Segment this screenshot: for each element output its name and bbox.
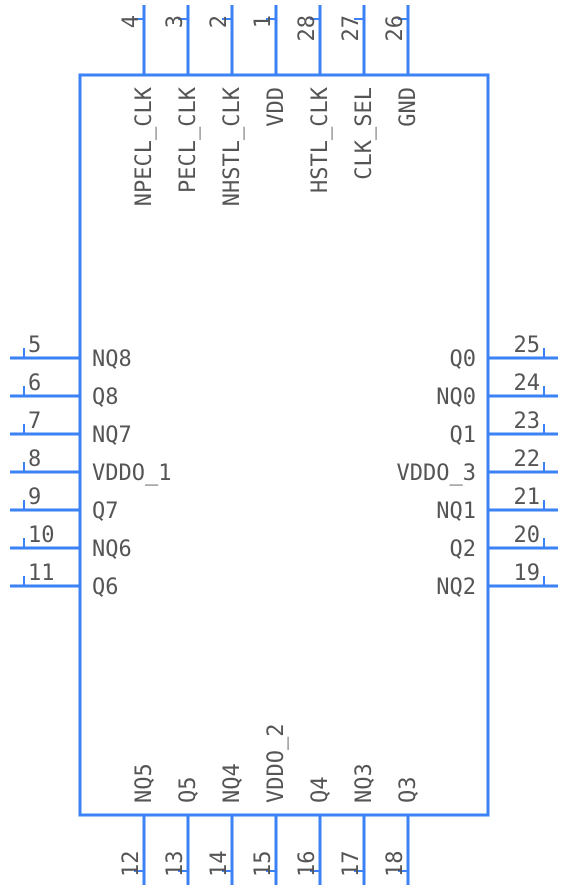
pin-number: 26 bbox=[383, 15, 408, 42]
pin-label: CLK_SEL bbox=[352, 87, 377, 180]
pin-label: Q8 bbox=[92, 385, 119, 410]
pin-label: VDDO_2 bbox=[264, 724, 289, 803]
pin-number: 25 bbox=[514, 333, 541, 358]
pin-label: Q3 bbox=[396, 777, 421, 804]
pin-number: 20 bbox=[514, 523, 541, 548]
pin-number: 3 bbox=[163, 15, 188, 28]
pin-label: Q5 bbox=[176, 777, 201, 804]
pin-label: NPECL_CLK bbox=[132, 86, 157, 206]
pin-label: NQ6 bbox=[92, 537, 132, 562]
pin-number: 4 bbox=[119, 15, 144, 28]
pin-number: 22 bbox=[514, 447, 541, 472]
pin-number: 23 bbox=[514, 409, 541, 434]
pin-number: 8 bbox=[28, 447, 41, 472]
pin-label: NQ1 bbox=[436, 499, 476, 524]
pin-label: PECL_CLK bbox=[176, 86, 201, 193]
pin-number: 9 bbox=[28, 485, 41, 510]
pin-label: Q1 bbox=[450, 423, 477, 448]
pin-number: 2 bbox=[207, 15, 232, 28]
pin-label: NQ4 bbox=[220, 763, 245, 803]
pin-label: Q0 bbox=[450, 347, 477, 372]
pin-number: 16 bbox=[295, 851, 320, 878]
pin-label: HSTL_CLK bbox=[308, 86, 333, 193]
pin-number: 19 bbox=[514, 561, 541, 586]
pin-number: 11 bbox=[28, 561, 55, 586]
pin-number: 6 bbox=[28, 371, 41, 396]
pin-label: Q6 bbox=[92, 575, 119, 600]
pin-number: 7 bbox=[28, 409, 41, 434]
pin-label: VDDO_1 bbox=[92, 461, 171, 486]
pin-number: 10 bbox=[28, 523, 55, 548]
pin-label: NQ5 bbox=[132, 763, 157, 803]
chip-pinout-diagram: 4 NPECL_CLK 3 PECL_CLK 2 NHSTL_CLK 1 VDD 28 HSTL_… bbox=[0, 0, 568, 888]
pin-label: GND bbox=[396, 87, 421, 127]
pin-number: 21 bbox=[514, 485, 541, 510]
pin-number: 13 bbox=[163, 851, 188, 878]
pin-number: 18 bbox=[383, 851, 408, 878]
pin-number: 27 bbox=[339, 15, 364, 42]
pin-label: NHSTL_CLK bbox=[220, 86, 245, 206]
pin-number: 12 bbox=[119, 851, 144, 878]
pin-number: 5 bbox=[28, 333, 41, 358]
pin-label: Q7 bbox=[92, 499, 119, 524]
pin-label: Q4 bbox=[308, 777, 333, 804]
pin-label: NQ2 bbox=[436, 575, 476, 600]
pin-label: NQ3 bbox=[352, 763, 377, 803]
pin-label: VDDO_3 bbox=[397, 461, 476, 486]
pin-number: 24 bbox=[514, 371, 541, 396]
pin-label: Q2 bbox=[450, 537, 477, 562]
pin-number: 15 bbox=[251, 851, 276, 878]
pin-label: NQ7 bbox=[92, 423, 132, 448]
pin-number: 17 bbox=[339, 851, 364, 878]
pin-number: 28 bbox=[295, 15, 320, 42]
pin-label: VDD bbox=[264, 87, 289, 127]
pin-number: 1 bbox=[251, 15, 276, 28]
pin-number: 14 bbox=[207, 851, 232, 878]
pin-label: NQ8 bbox=[92, 347, 132, 372]
pin-label: NQ0 bbox=[436, 385, 476, 410]
